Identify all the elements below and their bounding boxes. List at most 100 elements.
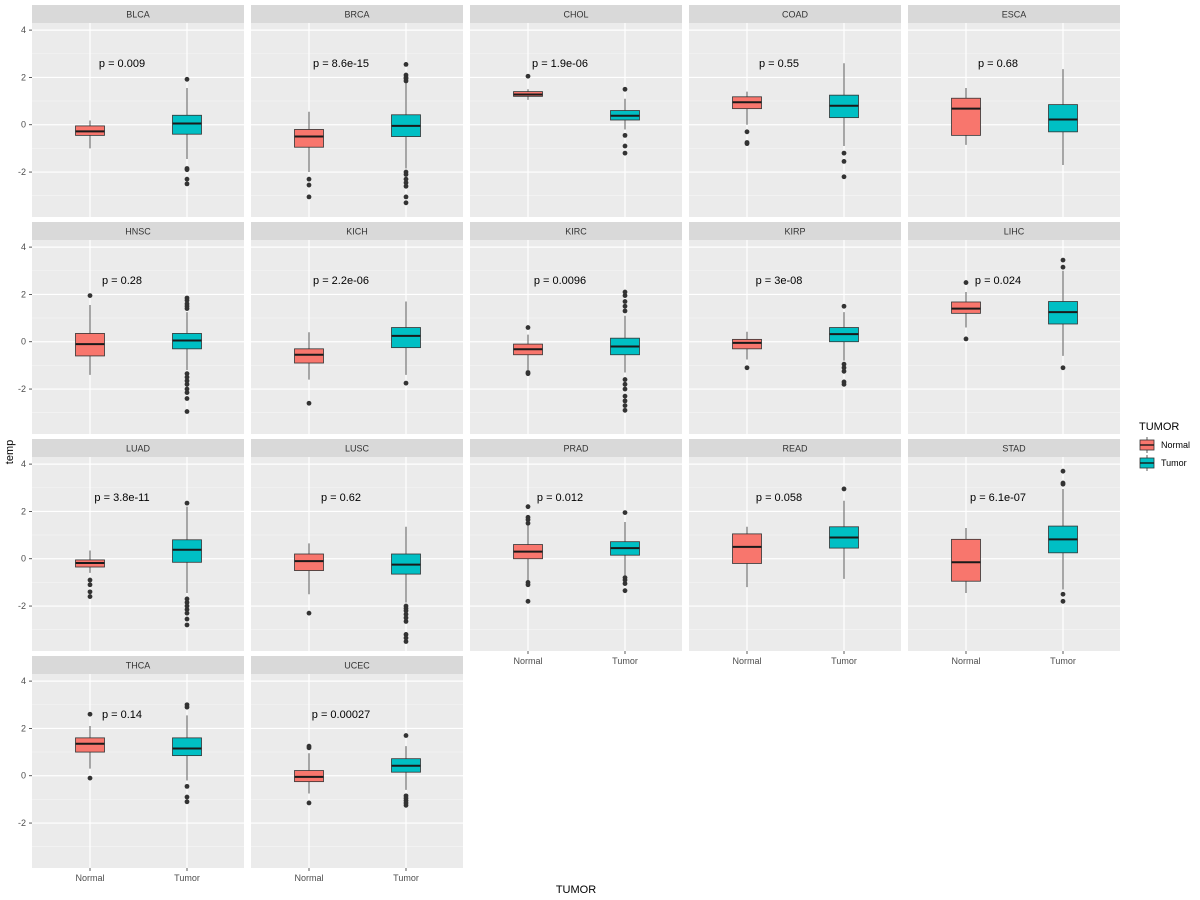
outlier-point (184, 603, 190, 609)
facet-strip (689, 439, 901, 457)
outlier-point (403, 639, 409, 644)
box-normal (75, 120, 105, 149)
box-iqr (294, 348, 324, 364)
outlier-point (403, 632, 409, 637)
facet-strip (908, 222, 1120, 240)
panel-background (689, 240, 901, 434)
facet-panel-blca: BLCA p = 0.009 (32, 5, 244, 217)
outlier-point (841, 150, 847, 156)
facet-strip-label: KIRC (565, 227, 587, 237)
box-tumor (172, 76, 202, 187)
outlier-point (87, 589, 93, 595)
panel-background (251, 457, 463, 651)
outlier-point (525, 520, 531, 526)
outlier-point (622, 581, 628, 586)
facet-strip (251, 222, 463, 240)
y-tick-label: -2 (18, 818, 26, 828)
panel-background (908, 457, 1120, 651)
outlier-point (87, 582, 93, 588)
facet-strip (689, 5, 901, 23)
facet-strip-label: ESCA (1002, 10, 1027, 20)
box-normal (732, 91, 762, 147)
outlier-point (184, 600, 190, 605)
box-normal (513, 73, 543, 100)
box-normal (294, 332, 324, 406)
outlier-point (622, 386, 628, 392)
facet-panel-coad: COAD p = 0.55 (689, 5, 901, 217)
panel-background (32, 457, 244, 651)
box-tumor (1048, 257, 1078, 371)
outlier-point (841, 486, 847, 492)
p-value-label: p = 0.00027 (312, 709, 370, 721)
outlier-point (403, 733, 409, 738)
panel-background (689, 457, 901, 651)
facet-panel-esca: ESCA p = 0.68 (908, 5, 1120, 217)
outlier-point (841, 361, 847, 367)
outlier-point (1060, 257, 1066, 263)
p-value-label: p = 0.68 (978, 58, 1018, 70)
outlier-point (744, 365, 750, 371)
outlier-point (622, 403, 628, 409)
outlier-point (622, 86, 628, 92)
panel-background (908, 23, 1120, 217)
outlier-point (403, 176, 409, 182)
outlier-point (525, 325, 531, 330)
outlier-point (184, 297, 190, 303)
facet-panel-luad: LUAD p = 3.8e-11 (32, 439, 244, 651)
outlier-point (841, 174, 847, 180)
y-tick-label: 4 (21, 676, 26, 686)
p-value-label: p = 3e-08 (756, 275, 803, 287)
box-normal (75, 550, 105, 599)
box-tumor (1048, 69, 1078, 165)
y-tick-label: -2 (18, 384, 26, 394)
outlier-point (403, 802, 409, 808)
outlier-point (622, 299, 628, 304)
outlier-point (525, 504, 531, 510)
p-value-label: p = 0.28 (102, 275, 142, 287)
facet-strip-label: KIRP (784, 227, 805, 237)
box-iqr (172, 114, 202, 135)
outlier-point (1060, 264, 1066, 270)
facet-strip (32, 222, 244, 240)
legend-label: Normal (1161, 440, 1190, 450)
box-normal (951, 280, 981, 342)
facet-strip-label: LUSC (345, 444, 370, 454)
outlier-point (1060, 481, 1066, 487)
outlier-point (184, 371, 190, 377)
outlier-point (622, 289, 628, 295)
outlier-point (87, 775, 93, 781)
outlier-point (622, 381, 628, 387)
facet-strip-label: KICH (346, 227, 368, 237)
facet-panel-brca: BRCA p = 8.6e-15 (251, 5, 463, 217)
outlier-point (184, 783, 190, 789)
box-normal (294, 743, 324, 806)
outlier-point (184, 396, 190, 401)
p-value-label: p = 6.1e-07 (970, 492, 1026, 504)
outlier-point (87, 577, 93, 583)
box-iqr (951, 538, 981, 582)
p-value-label: p = 0.058 (756, 492, 802, 504)
panel-background (689, 23, 901, 217)
x-tick-label: Tumor (174, 873, 200, 883)
outlier-point (525, 598, 531, 604)
outlier-point (306, 182, 312, 188)
panel-background (470, 457, 682, 651)
outlier-point (841, 365, 847, 371)
facet-panel-kich: KICH p = 2.2e-06 (251, 222, 463, 434)
facet-strip-label: HNSC (125, 227, 151, 237)
facet-panel-kirp: KIRP p = 3e-08 (689, 222, 901, 434)
facet-strip-label: BRCA (344, 10, 369, 20)
box-iqr (75, 737, 105, 753)
facet-panel-chol: CHOL p = 1.9e-06 (470, 5, 682, 217)
outlier-point (525, 73, 531, 79)
outlier-point (184, 306, 190, 312)
box-normal (732, 331, 762, 371)
x-tick-label: Normal (513, 656, 542, 666)
outlier-point (306, 194, 312, 200)
outlier-point (525, 517, 531, 523)
box-tumor (829, 303, 859, 387)
box-tumor (391, 62, 421, 206)
x-tick-label: Normal (732, 656, 761, 666)
facet-panel-lihc: LIHC p = 0.024 (908, 222, 1120, 434)
